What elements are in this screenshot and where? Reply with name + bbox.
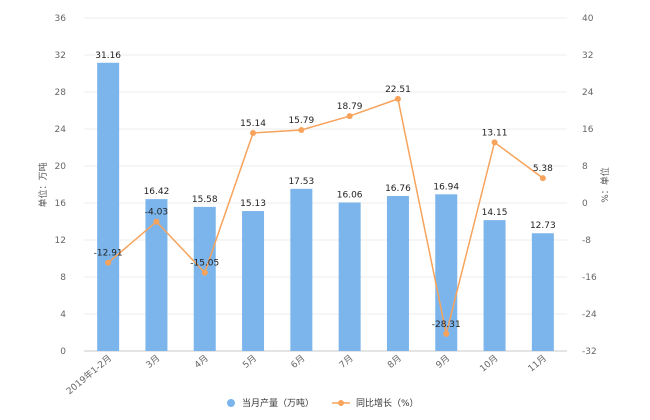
right-axis-ticks: -32 -24 -16 -8 0 8 16 24 32 40 <box>582 14 597 357</box>
bar-series <box>97 62 554 352</box>
bar-value-label: 17.53 <box>288 177 314 187</box>
bar-value-label: 16.42 <box>144 187 170 197</box>
line-point[interactable] <box>298 126 305 133</box>
bar[interactable] <box>290 188 313 351</box>
y-tick-label: 12 <box>55 236 66 246</box>
legend-line-label: 同比增长（%） <box>356 397 419 409</box>
line-point[interactable] <box>250 129 257 136</box>
line-value-label: 15.14 <box>240 119 266 129</box>
line-value-label: -12.91 <box>94 249 123 259</box>
y-tick-label: 28 <box>55 88 67 98</box>
line-value-label: 13.11 <box>482 128 508 138</box>
x-tick-label: 10月 <box>478 353 501 375</box>
growth-line <box>107 97 544 335</box>
bar-value-label: 16.06 <box>337 190 363 200</box>
line-value-label: 18.79 <box>337 102 363 112</box>
y2-tick-label: 32 <box>582 51 593 61</box>
x-tick-label: 8月 <box>386 353 404 371</box>
bar[interactable] <box>97 62 120 352</box>
bar[interactable] <box>145 199 168 351</box>
legend-bar-label: 当月产量（万吨） <box>242 397 314 409</box>
line-value-label: -28.31 <box>432 320 461 330</box>
y-tick-label: 8 <box>60 273 66 283</box>
category-axis: 2019年1-2月 3月 4月 5月 6月 7月 8月 9月 10月 11月 <box>64 352 549 397</box>
y2-axis-title: %：单位 <box>599 167 611 203</box>
y2-tick-label: 40 <box>582 14 594 24</box>
line-point[interactable] <box>153 218 160 225</box>
bar-value-label: 15.13 <box>240 199 266 209</box>
y2-tick-label: -16 <box>582 273 597 283</box>
x-tick-label: 7月 <box>337 353 355 371</box>
line-value-label: 22.51 <box>385 85 411 95</box>
bar-value-label: 16.94 <box>433 182 459 192</box>
bar-value-label: 16.76 <box>385 184 411 194</box>
y2-tick-label: -8 <box>582 236 591 246</box>
y-tick-label: 24 <box>55 125 67 135</box>
y-tick-label: 4 <box>60 310 66 320</box>
x-tick-label: 2019年1-2月 <box>64 352 114 397</box>
bar[interactable] <box>531 233 554 351</box>
line-point[interactable] <box>105 259 112 266</box>
line-point[interactable] <box>491 139 498 146</box>
legend-line-marker <box>338 400 344 406</box>
x-tick-label: 4月 <box>192 353 210 371</box>
line-point[interactable] <box>443 330 450 337</box>
bar[interactable] <box>193 206 216 351</box>
y-tick-label: 0 <box>60 347 66 357</box>
data-labels: 31.16 16.42 15.58 15.13 17.53 16.06 16.76 16.94… <box>94 51 556 330</box>
y2-tick-label: 0 <box>582 199 588 209</box>
y-tick-label: 36 <box>55 14 67 24</box>
y-axis-title: 单位：万吨 <box>37 162 49 207</box>
line-value-label: -4.03 <box>145 208 168 218</box>
line-value-label: 5.38 <box>533 164 553 174</box>
y-tick-label: 20 <box>55 162 67 172</box>
line-series <box>105 95 546 337</box>
bar[interactable] <box>483 220 506 351</box>
line-value-label: -15.05 <box>190 259 219 269</box>
y2-tick-label: 24 <box>582 88 594 98</box>
x-tick-label: 5月 <box>241 353 259 371</box>
x-tick-label: 6月 <box>289 353 307 371</box>
bar[interactable] <box>338 202 361 351</box>
line-value-label: 15.79 <box>288 116 314 126</box>
bar[interactable] <box>386 195 409 351</box>
line-point[interactable] <box>394 95 401 102</box>
y2-tick-label: 16 <box>582 125 594 135</box>
y2-tick-label: 8 <box>582 162 588 172</box>
y2-tick-label: -32 <box>582 347 597 357</box>
line-point[interactable] <box>346 113 353 120</box>
x-tick-label: 9月 <box>434 353 452 371</box>
bar[interactable] <box>242 211 265 351</box>
line-point[interactable] <box>539 175 546 182</box>
y2-tick-label: -24 <box>582 310 597 320</box>
y-tick-label: 16 <box>55 199 67 209</box>
bar-value-label: 15.58 <box>192 195 218 205</box>
legend-item-bar[interactable]: 当月产量（万吨） <box>227 397 314 409</box>
legend-bar-swatch <box>227 399 235 407</box>
bar-value-label: 14.15 <box>482 208 508 218</box>
bar-value-label: 12.73 <box>530 221 556 231</box>
legend-item-line[interactable]: 同比增长（%） <box>332 397 419 409</box>
x-tick-label: 11月 <box>526 353 549 375</box>
legend: 当月产量（万吨） 同比增长（%） <box>227 397 419 409</box>
x-tick-label: 3月 <box>144 353 162 371</box>
left-axis-ticks: 0 4 8 12 16 20 24 28 32 36 <box>55 14 67 357</box>
bar-value-label: 31.16 <box>95 51 121 61</box>
y-tick-label: 32 <box>55 51 66 61</box>
line-point[interactable] <box>201 269 208 276</box>
